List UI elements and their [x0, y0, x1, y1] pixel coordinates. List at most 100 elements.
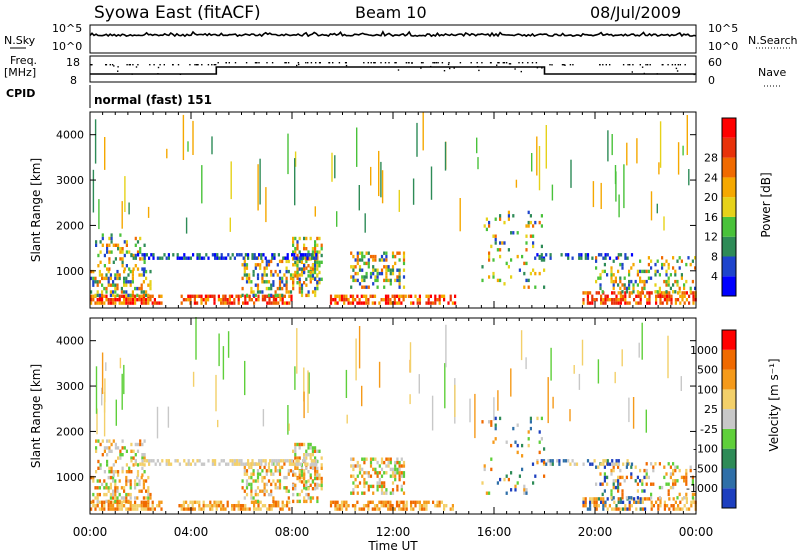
- data-cell: [483, 467, 486, 472]
- x-tick-label: 08:00: [275, 525, 310, 539]
- freq-tick-high: 18: [66, 56, 80, 69]
- data-cell: [185, 500, 188, 504]
- data-cell: [311, 480, 314, 484]
- data-cell: [309, 270, 312, 275]
- data-cell: [633, 298, 636, 302]
- data-cell: [389, 301, 392, 305]
- data-cell: [250, 290, 253, 294]
- power-frame: [89, 111, 697, 309]
- data-cell: [272, 283, 275, 287]
- nave-point: [459, 62, 462, 64]
- data-cell: [131, 504, 134, 508]
- data-cell: [112, 280, 115, 284]
- data-cell: [589, 291, 592, 295]
- nsky-trace: [89, 30, 697, 38]
- nave-point: [332, 62, 334, 64]
- data-cell: [626, 301, 629, 305]
- data-cell: [248, 280, 251, 284]
- data-cell: [187, 298, 190, 302]
- data-cell: [211, 507, 214, 511]
- velocity-y-label: Slant Range [km]: [29, 364, 43, 468]
- data-cell: [278, 280, 282, 284]
- data-cell: [507, 248, 510, 252]
- data-cell: [278, 479, 282, 483]
- data-cell: [633, 500, 636, 504]
- data-cell: [278, 486, 282, 490]
- data-streak: [378, 150, 380, 197]
- nave-point: [541, 67, 543, 69]
- data-cell: [298, 470, 301, 474]
- data-cell: [242, 507, 245, 511]
- nave-point: [194, 64, 196, 66]
- data-cell: [250, 482, 253, 487]
- colorbar-tick-label: -25: [700, 423, 718, 436]
- data-cell: [123, 486, 126, 490]
- data-cell: [318, 449, 321, 453]
- y-tick-label: 3000: [56, 174, 84, 187]
- nave-point: [441, 62, 444, 64]
- nave-point: [284, 62, 286, 64]
- data-cell: [665, 259, 668, 263]
- data-cell: [383, 471, 386, 475]
- data-cell: [400, 474, 403, 478]
- data-cell: [106, 439, 109, 443]
- data-cell: [114, 286, 117, 291]
- data-streak: [552, 396, 554, 409]
- data-cell: [303, 486, 306, 490]
- data-cell: [263, 475, 266, 480]
- data-cell: [132, 449, 135, 453]
- data-cell: [314, 240, 317, 244]
- data-cell: [679, 507, 682, 511]
- data-cell: [277, 253, 280, 257]
- data-cell: [298, 479, 301, 483]
- data-cell: [276, 486, 279, 490]
- data-streak: [119, 357, 122, 369]
- data-cell: [112, 243, 115, 247]
- data-cell: [95, 240, 98, 244]
- data-cell: [599, 273, 602, 277]
- data-cell: [316, 281, 319, 285]
- data-cell: [154, 462, 157, 466]
- data-cell: [396, 268, 399, 272]
- data-cell: [691, 492, 694, 497]
- data-cell: [625, 496, 628, 500]
- data-cell: [436, 500, 439, 504]
- data-cell: [270, 286, 273, 291]
- data-cell: [582, 301, 585, 305]
- data-cell: [108, 446, 111, 450]
- data-cell: [134, 442, 137, 447]
- data-cell: [303, 247, 306, 251]
- data-cell: [643, 489, 646, 493]
- data-cell: [643, 475, 646, 480]
- nave-point: [338, 62, 341, 64]
- data-cell: [527, 224, 530, 228]
- data-cell: [300, 290, 304, 294]
- data-cell: [402, 474, 406, 478]
- data-cell: [281, 293, 284, 298]
- data-cell: [307, 453, 310, 457]
- data-cell: [376, 275, 379, 279]
- data-cell: [132, 456, 135, 460]
- data-cell: [98, 293, 101, 298]
- data-cell: [354, 271, 357, 276]
- data-cell: [316, 264, 319, 268]
- data-cell: [316, 486, 319, 490]
- data-cell: [277, 301, 280, 305]
- data-cell: [402, 298, 405, 302]
- data-cell: [352, 254, 355, 259]
- data-cell: [101, 507, 104, 511]
- data-cell: [619, 262, 622, 267]
- data-cell: [523, 285, 526, 289]
- data-cell: [258, 462, 261, 466]
- data-streak: [294, 158, 296, 206]
- data-cell: [645, 475, 648, 480]
- data-streak: [364, 213, 366, 233]
- data-cell: [94, 301, 97, 305]
- data-cell: [361, 278, 364, 283]
- data-cell: [98, 492, 101, 497]
- data-cell: [147, 486, 150, 490]
- data-cell: [294, 453, 297, 457]
- data-cell: [367, 251, 370, 255]
- nave-point: [131, 73, 133, 75]
